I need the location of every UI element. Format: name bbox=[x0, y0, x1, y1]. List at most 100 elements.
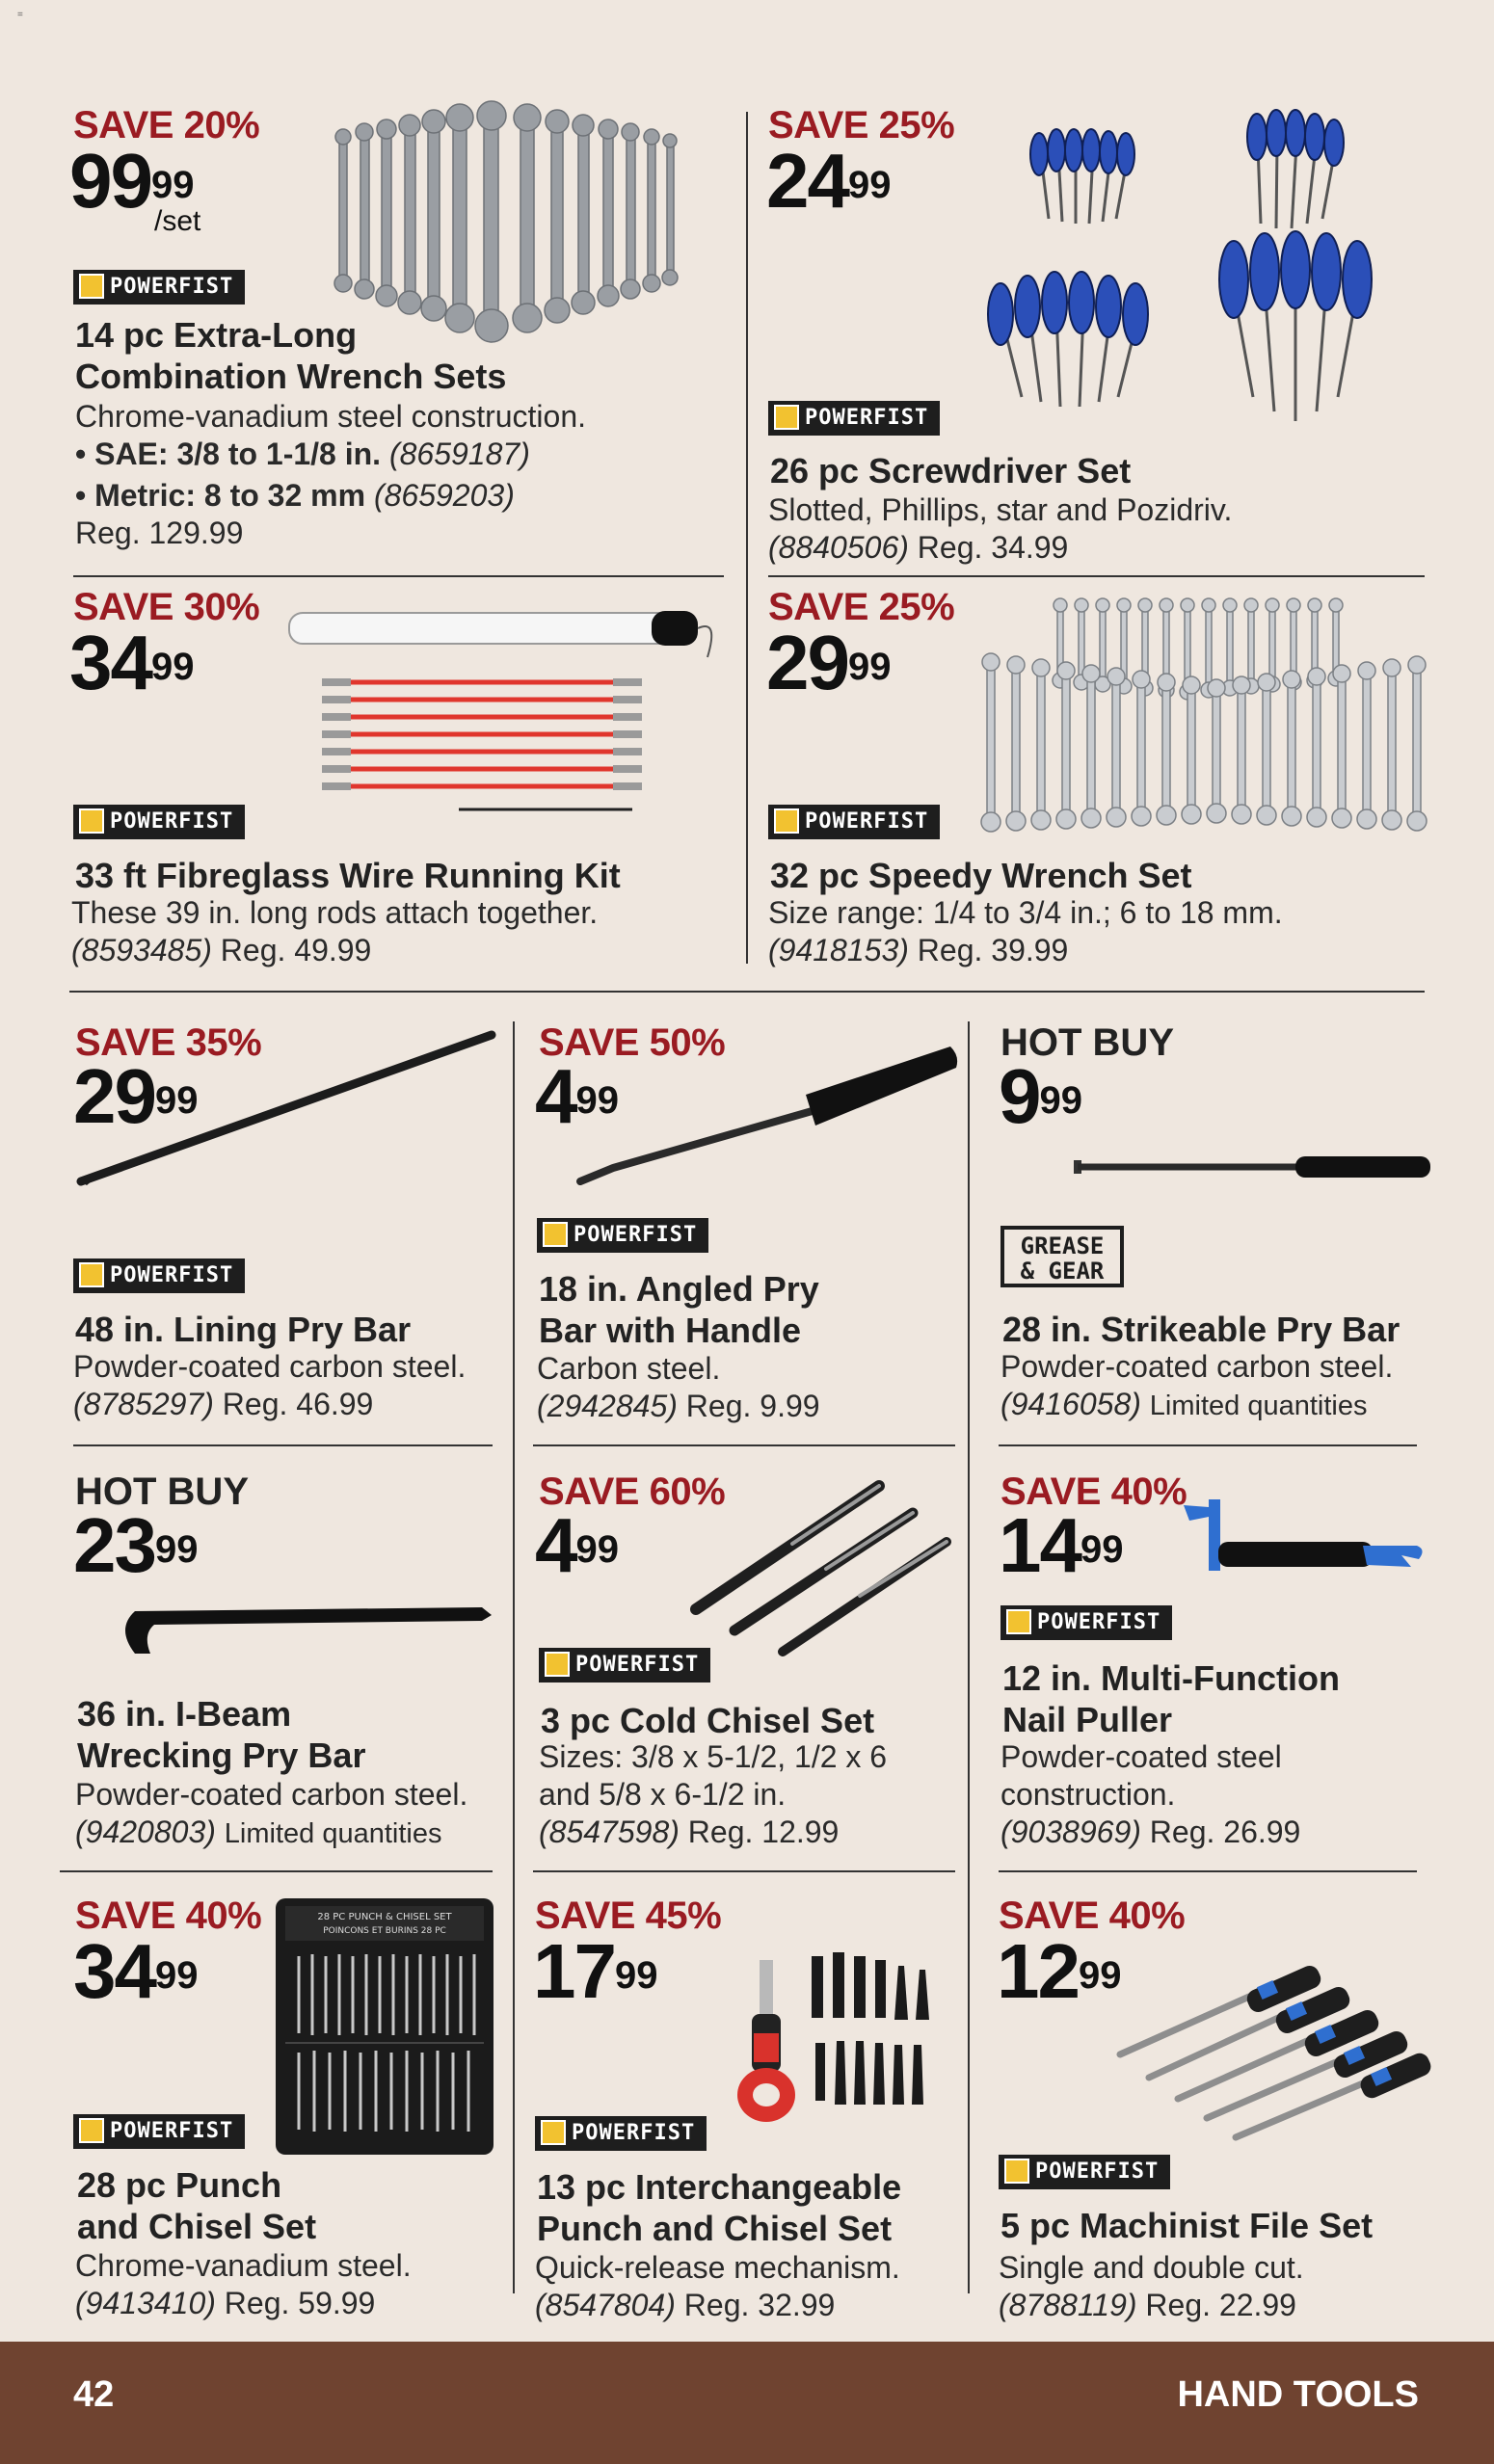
divider bbox=[69, 991, 1425, 993]
price-cents: 99 bbox=[575, 1079, 620, 1122]
price-cents: 99 bbox=[1080, 1528, 1124, 1571]
price: 499 bbox=[535, 1058, 619, 1135]
fist-icon bbox=[79, 273, 104, 299]
product-title: 26 pc Screwdriver Set bbox=[770, 451, 1132, 490]
brand-logo-powerfist: POWERFIST bbox=[535, 2116, 707, 2151]
price: 499 bbox=[535, 1507, 619, 1584]
divider-vertical bbox=[513, 1021, 515, 2293]
price: 1499 bbox=[999, 1507, 1123, 1584]
price-dollars: 29 bbox=[766, 620, 850, 705]
brand-logo-powerfist: POWERFIST bbox=[537, 1218, 709, 1253]
price-dollars: 24 bbox=[766, 138, 850, 224]
product-description: Carbon steel. (2942845) Reg. 9.99 bbox=[537, 1351, 820, 1423]
file-set-image bbox=[1116, 1965, 1431, 2141]
price-dollars: 99 bbox=[69, 138, 153, 224]
product-description: Chrome-vanadium steel construction. • SA… bbox=[75, 399, 587, 550]
price: 2399 bbox=[73, 1507, 198, 1584]
fist-icon bbox=[774, 808, 799, 834]
product-title: 48 in. Lining Pry Bar bbox=[75, 1310, 412, 1349]
discount-badge: SAVE 40% bbox=[1000, 1470, 1187, 1513]
hot-buy-badge: HOT BUY bbox=[1000, 1021, 1174, 1064]
brand-logo-powerfist: POWERFIST bbox=[73, 270, 246, 305]
discount-badge: SAVE 35% bbox=[75, 1021, 262, 1064]
price-cents: 99 bbox=[1039, 1079, 1083, 1122]
price-cents: 99 bbox=[154, 1528, 199, 1571]
divider bbox=[73, 575, 724, 577]
product-description: These 39 in. long rods attach together. … bbox=[71, 895, 599, 967]
divider-vertical bbox=[746, 112, 748, 964]
brand-logo-powerfist: POWERFIST bbox=[999, 2155, 1171, 2189]
price-dollars: 29 bbox=[73, 1053, 157, 1139]
strikeable-pry-bar-image bbox=[1074, 1156, 1430, 1178]
punch-chisel-case-image: 28 PC PUNCH & CHISEL SET POINCONS ET BUR… bbox=[276, 1898, 494, 2155]
fist-icon bbox=[543, 1221, 568, 1247]
product-title: 5 pc Machinist File Set bbox=[1000, 2206, 1374, 2245]
price: 1299 bbox=[997, 1933, 1121, 2010]
nail-puller-image bbox=[1184, 1499, 1423, 1571]
price-dollars: 23 bbox=[73, 1502, 157, 1588]
price: 999 bbox=[999, 1058, 1082, 1135]
product-title: 18 in. Angled Pry Bar with Handle bbox=[539, 1269, 819, 1350]
product-description: Quick-release mechanism. (8547804) Reg. … bbox=[535, 2250, 900, 2322]
fist-icon bbox=[1006, 1608, 1031, 1634]
ibeam-pry-bar-image bbox=[125, 1607, 492, 1654]
page-footer: 42 HAND TOOLS bbox=[0, 2342, 1494, 2464]
fist-icon bbox=[541, 2119, 566, 2145]
brand-logo-grease-gear: GREASE & GEAR bbox=[1000, 1226, 1124, 1287]
product-description: Single and double cut. (8788119) Reg. 22… bbox=[999, 2250, 1304, 2322]
divider bbox=[533, 1870, 955, 1872]
section-title: HAND TOOLS bbox=[1177, 2374, 1419, 2415]
price-cents: 99 bbox=[575, 1528, 620, 1571]
divider bbox=[999, 1870, 1417, 1872]
screwdriver-set-image bbox=[987, 109, 1373, 421]
brand-logo-powerfist: POWERFIST bbox=[768, 805, 941, 839]
product-description: Sizes: 3/8 x 5-1/2, 1/2 x 6 and 5/8 x 6-… bbox=[539, 1739, 888, 1849]
discount-badge: SAVE 30% bbox=[73, 586, 260, 628]
corner-mark: = bbox=[17, 10, 23, 20]
product-title: 3 pc Cold Chisel Set bbox=[541, 1701, 875, 1740]
product-description: Powder-coated carbon steel. (8785297) Re… bbox=[73, 1349, 467, 1421]
product-description: Chrome-vanadium steel. (9413410) Reg. 59… bbox=[75, 2248, 412, 2320]
price-cents: 99 bbox=[614, 1954, 658, 1997]
price-cents: 99 bbox=[150, 646, 195, 688]
product-title: 13 pc Interchangeable Punch and Chisel Se… bbox=[537, 2167, 902, 2248]
price: 3499 bbox=[73, 1933, 198, 2010]
divider bbox=[533, 1444, 955, 1446]
divider-vertical bbox=[968, 1021, 970, 2293]
fist-icon bbox=[79, 2117, 104, 2143]
price: 2999 bbox=[766, 624, 891, 702]
product-title: 32 pc Speedy Wrench Set bbox=[770, 856, 1192, 895]
cold-chisel-set-image bbox=[690, 1480, 951, 1656]
fist-icon bbox=[545, 1651, 570, 1677]
price-unit: /set bbox=[154, 205, 201, 237]
divider bbox=[73, 1444, 493, 1446]
wire-running-kit-image bbox=[288, 611, 713, 811]
speedy-wrench-set-image bbox=[980, 597, 1427, 833]
price-dollars: 34 bbox=[69, 620, 153, 705]
price: 2499 bbox=[766, 143, 891, 220]
product-description: Slotted, Phillips, star and Pozidriv. (8… bbox=[768, 492, 1233, 565]
price-cents: 99 bbox=[150, 164, 195, 206]
brand-logo-powerfist: POWERFIST bbox=[73, 1258, 246, 1293]
price-cents: 99 bbox=[847, 646, 892, 688]
price: 2999 bbox=[73, 1058, 198, 1135]
discount-badge: SAVE 20% bbox=[73, 104, 260, 146]
product-description: Powder-coated carbon steel. (9420803) Li… bbox=[75, 1777, 468, 1849]
price-cents: 99 bbox=[154, 1954, 199, 1997]
divider bbox=[768, 575, 1425, 577]
discount-badge: SAVE 50% bbox=[539, 1021, 726, 1064]
product-title: 14 pc Extra-Long Combination Wrench Sets bbox=[75, 315, 507, 396]
divider bbox=[999, 1444, 1417, 1446]
price-dollars: 4 bbox=[535, 1502, 577, 1588]
price-dollars: 12 bbox=[997, 1928, 1080, 2014]
brand-logo-powerfist: POWERFIST bbox=[73, 805, 246, 839]
discount-badge: SAVE 25% bbox=[768, 104, 955, 146]
lining-pry-bar-image bbox=[76, 1030, 496, 1186]
discount-badge: SAVE 60% bbox=[539, 1470, 726, 1513]
discount-badge: SAVE 40% bbox=[75, 1894, 262, 1937]
price-dollars: 17 bbox=[533, 1928, 617, 2014]
fist-icon bbox=[1004, 2158, 1029, 2184]
product-description: Size range: 1/4 to 3/4 in.; 6 to 18 mm. … bbox=[768, 895, 1283, 967]
brand-logo-powerfist: POWERFIST bbox=[768, 401, 941, 436]
product-title: 28 pc Punch and Chisel Set bbox=[77, 2165, 317, 2246]
